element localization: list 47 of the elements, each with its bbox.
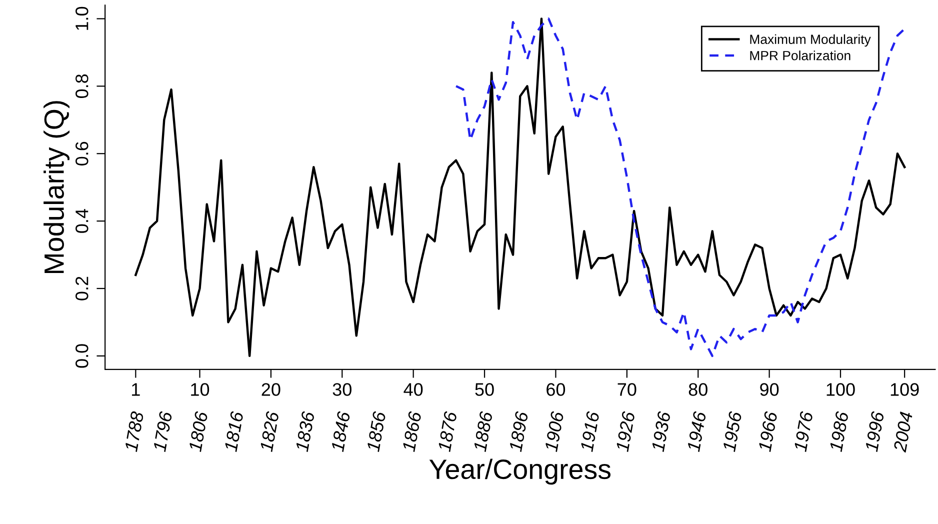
x2-tick-label: 1966 bbox=[758, 410, 778, 452]
x-tick-label: 60 bbox=[546, 383, 566, 396]
x2-tick-label: 1956 bbox=[722, 410, 742, 452]
x2-tick-label: 1926 bbox=[616, 410, 636, 452]
x2-tick-label: 1846 bbox=[330, 410, 350, 452]
y-tick-label: 1.0 bbox=[76, 6, 88, 30]
y-tick-label: 0.4 bbox=[76, 209, 88, 233]
x2-tick-label: 1796 bbox=[152, 410, 172, 452]
y-tick-label: 0.6 bbox=[76, 142, 88, 166]
y-tick-label: 0.0 bbox=[76, 344, 88, 368]
line-series bbox=[454, 18, 906, 358]
x2-tick-label: 1876 bbox=[438, 410, 458, 452]
x2-tick-label: 1916 bbox=[580, 410, 600, 452]
x2-tick-label: 1986 bbox=[829, 410, 849, 452]
x2-tick-label: 1946 bbox=[686, 410, 706, 452]
x-tick-label: 100 bbox=[826, 383, 855, 396]
x-tick-label: 10 bbox=[191, 383, 210, 396]
x-tick-label: 30 bbox=[332, 383, 352, 396]
x-tick-label: 80 bbox=[688, 383, 708, 396]
line-series bbox=[134, 18, 906, 358]
x-tick-label: 20 bbox=[262, 383, 280, 396]
x2-tick-label: 1906 bbox=[544, 410, 564, 452]
x2-tick-label: 2004 bbox=[893, 411, 913, 453]
x2-tick-label: 1886 bbox=[473, 410, 493, 452]
x-tick-label: 70 bbox=[618, 383, 636, 396]
x2-tick-label: 1816 bbox=[224, 410, 244, 452]
x2-tick-label: 1896 bbox=[508, 410, 528, 452]
x2-tick-label: 1866 bbox=[402, 410, 422, 452]
x2-tick-label: 1936 bbox=[651, 410, 671, 452]
x-tick-label: 109 bbox=[890, 383, 919, 396]
x-tick-label: 90 bbox=[760, 383, 779, 396]
x-tick-label: 50 bbox=[475, 383, 494, 396]
x2-tick-label: 1976 bbox=[794, 410, 814, 452]
x2-tick-label: 1856 bbox=[366, 410, 386, 452]
x-axis-title: Year/Congress bbox=[429, 458, 610, 485]
legend-label: MPR Polarization bbox=[750, 50, 850, 60]
x2-tick-label: 1826 bbox=[260, 410, 280, 452]
y-axis-title: Modularity (Q) bbox=[44, 101, 70, 274]
x-tick-label: 1 bbox=[132, 383, 140, 396]
x2-tick-label: 1806 bbox=[188, 410, 208, 452]
y-tick-label: 0.2 bbox=[76, 276, 88, 300]
y-tick-label: 0.8 bbox=[76, 74, 88, 98]
x2-tick-label: 1788 bbox=[124, 410, 144, 452]
x2-tick-label: 1996 bbox=[864, 410, 884, 452]
legend-label: Maximum Modularity bbox=[750, 34, 871, 47]
x2-tick-label: 1836 bbox=[295, 410, 315, 452]
x-tick-label: 40 bbox=[404, 383, 423, 396]
